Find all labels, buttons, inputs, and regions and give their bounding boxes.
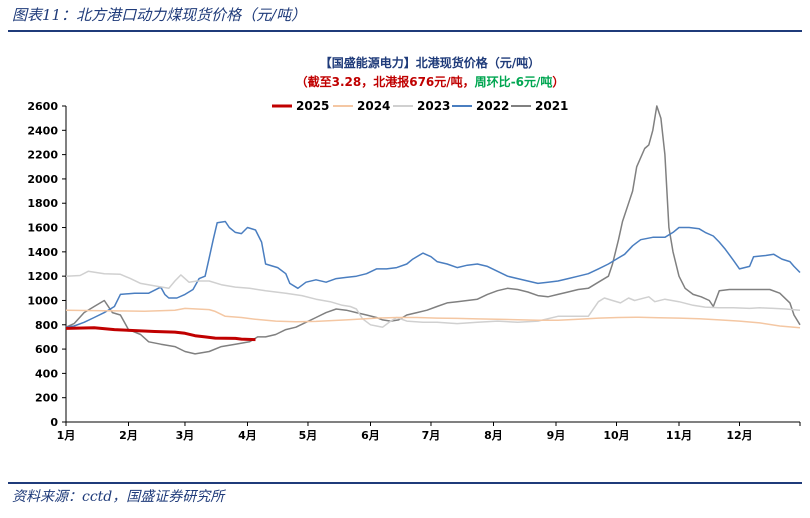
- subtitle-date: 3.28: [332, 75, 362, 89]
- legend-label-2024: 2024: [357, 99, 390, 113]
- x-tick-label: 6月: [361, 429, 380, 442]
- y-tick-label: 800: [35, 319, 58, 332]
- y-tick-label: 1000: [27, 294, 58, 307]
- chart-subtitle: （截至3.28，北港报676元/吨，周环比-6元/吨）: [296, 74, 565, 89]
- y-tick-label: 400: [35, 367, 58, 380]
- y-tick-label: 2600: [27, 100, 58, 113]
- x-tick-label: 1月: [57, 429, 76, 442]
- subtitle-wow-value: -6元/吨: [511, 74, 553, 89]
- series-layer: [65, 105, 801, 355]
- x-tick-label: 9月: [547, 429, 566, 442]
- x-tick-label: 11月: [666, 429, 692, 442]
- axes: 0 200 400 600 800 1000 1200 1400 1600 1800 2000 220…: [27, 100, 801, 442]
- subtitle-suffix: ）: [552, 74, 564, 89]
- x-tick-label: 2月: [119, 429, 138, 442]
- y-tick-label: 1800: [27, 197, 58, 210]
- subtitle-wow-label: 周环比: [475, 74, 511, 89]
- x-tick-label: 7月: [422, 429, 441, 442]
- figure-title: 图表11：北方港口动力煤现货价格（元/吨）: [12, 6, 307, 24]
- x-tick-label: 3月: [176, 429, 195, 442]
- x-tick-label: 8月: [484, 429, 503, 442]
- series-line-2022: [65, 220, 801, 328]
- chart-title: 【国盛能源电力】北港现货价格（元/吨）: [320, 55, 540, 70]
- legend-label-2022: 2022: [476, 99, 509, 113]
- y-tick-label: 2200: [27, 149, 58, 162]
- subtitle-prefix: （截至: [296, 74, 332, 89]
- series-line-2025: [65, 326, 256, 342]
- legend-label-2021: 2021: [535, 99, 568, 113]
- y-tick-label: 1600: [27, 222, 58, 235]
- y-tick-label: 1200: [27, 270, 58, 283]
- bottom-rule: [8, 482, 802, 484]
- subtitle-mid1: ，北港报: [361, 74, 409, 89]
- top-rule: [8, 30, 802, 32]
- series-line-2021: [65, 105, 801, 355]
- y-tick-label: 200: [35, 392, 58, 405]
- price-line-chart: 【国盛能源电力】北港现货价格（元/吨） （截至3.28，北港报676元/吨，周环…: [27, 55, 801, 442]
- legend-label-2023: 2023: [417, 99, 450, 113]
- y-tick-label: 1400: [27, 246, 58, 259]
- subtitle-mid2: ，: [463, 75, 475, 89]
- source-note: 资料来源：cctd，国盛证券研究所: [12, 489, 225, 505]
- y-tick-label: 0: [50, 416, 58, 429]
- x-tick-label: 10月: [603, 429, 629, 442]
- x-tick-label: 4月: [238, 429, 257, 442]
- subtitle-price: 676元/吨: [409, 74, 462, 89]
- legend: 2025 2024 2023 2022 2021: [272, 99, 568, 113]
- y-tick-label: 600: [35, 343, 58, 356]
- legend-label-2025: 2025: [296, 99, 329, 113]
- y-tick-label: 2000: [27, 173, 58, 186]
- x-tick-label: 12月: [726, 429, 752, 442]
- x-tick-label: 5月: [299, 429, 318, 442]
- y-tick-label: 2400: [27, 124, 58, 137]
- series-line-2024: [65, 307, 801, 329]
